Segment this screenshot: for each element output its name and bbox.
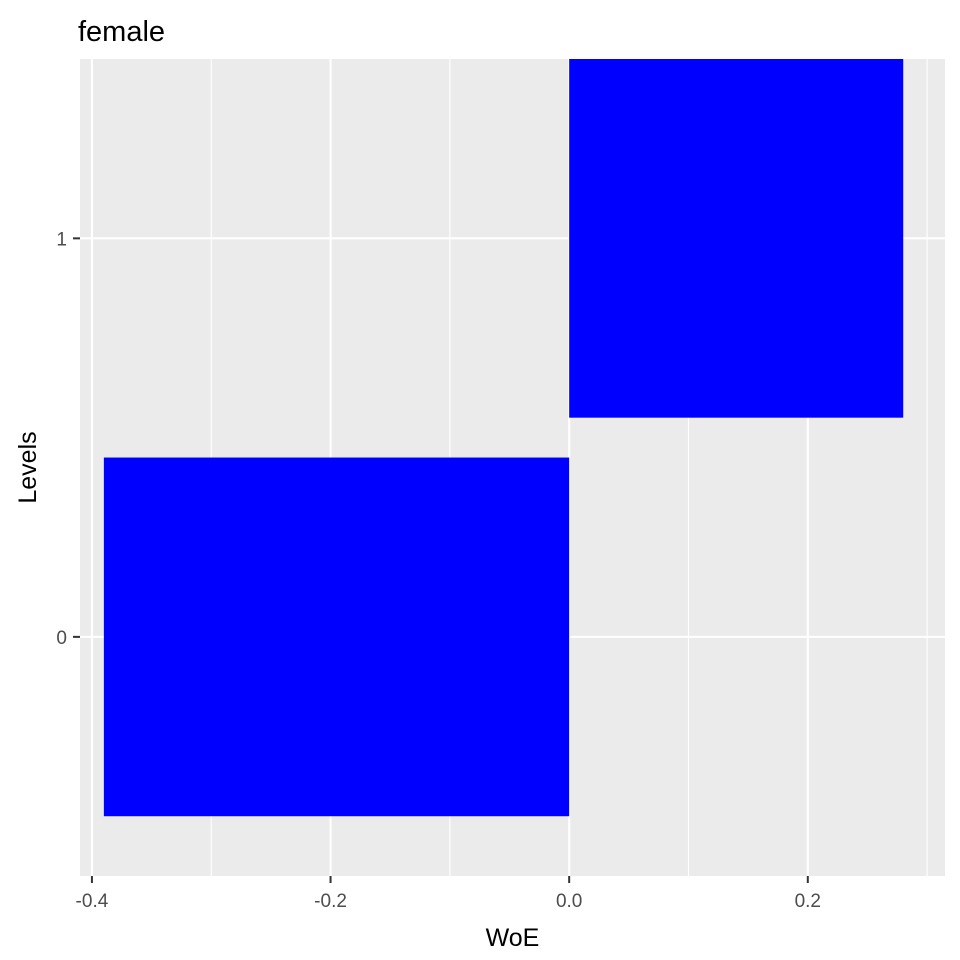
bars [103,59,904,817]
bar-level-1 [569,59,904,418]
chart-title: female [78,16,165,48]
x-tick-label: -0.4 [76,891,109,912]
x-axis: -0.4 -0.2 0.0 0.2 [76,876,821,912]
x-tick-label: 0.0 [556,891,582,912]
x-axis-title: WoE [486,924,540,952]
x-tick-label: 0.2 [795,891,821,912]
y-axis-title: Levels [14,431,42,503]
x-tick-label: -0.2 [314,891,347,912]
y-axis: 01 [56,229,80,649]
bar-level-0 [103,457,570,817]
y-tick-label: 1 [56,229,67,250]
y-tick-label: 0 [56,628,67,649]
